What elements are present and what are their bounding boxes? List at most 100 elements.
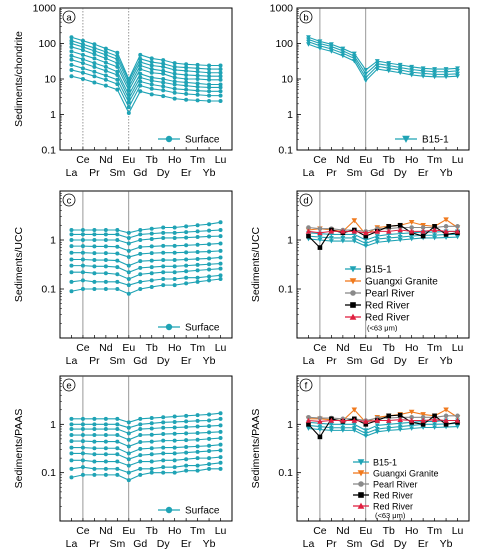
data-point [103, 244, 108, 249]
data-point [184, 97, 189, 102]
data-point [329, 42, 334, 47]
data-point [69, 38, 74, 43]
data-point [92, 74, 97, 79]
data-point [161, 235, 166, 240]
data-point [126, 111, 131, 116]
data-point [138, 265, 143, 270]
data-point [103, 238, 108, 242]
x-element-label: Pr [326, 355, 337, 367]
legend-label: Surface [185, 506, 220, 517]
legend-marker [165, 506, 173, 514]
data-point [138, 287, 143, 291]
panel-f: 0.1 1 Sediments/PAAS Ce Nd Eu Tb Ho Tm Lu La Pr Sm Gd… [250, 375, 470, 550]
data-point [115, 64, 120, 69]
series-line [308, 419, 458, 422]
data-point [172, 258, 177, 263]
data-point [432, 235, 437, 241]
legend-label: Guangxi Granite [373, 469, 439, 479]
data-point [207, 82, 212, 87]
data-point [184, 419, 189, 424]
x-element-label: Lu [215, 154, 227, 166]
data-point [80, 257, 85, 262]
data-point [172, 270, 177, 275]
data-point [397, 235, 403, 240]
data-point [69, 416, 74, 421]
data-point [149, 92, 154, 97]
data-point [363, 233, 369, 239]
data-point [103, 68, 108, 73]
y-tick-label: 1000 [270, 3, 294, 15]
x-element-label: Er [181, 167, 192, 179]
data-point [329, 49, 334, 54]
data-point [207, 456, 212, 461]
legend-marker [357, 470, 365, 477]
x-element-label: Tb [383, 525, 395, 537]
data-point [184, 235, 189, 240]
data-point [92, 459, 97, 464]
x-element-label: Ce [76, 525, 90, 537]
data-point [172, 79, 177, 84]
data-point [172, 75, 177, 80]
data-point [103, 60, 108, 65]
data-point [149, 446, 154, 451]
data-point [374, 67, 380, 72]
legend-label: B15-1 [422, 135, 449, 146]
data-point [374, 427, 380, 432]
data-point [80, 57, 85, 62]
legend-sublabel: (<63 μm) [375, 511, 406, 520]
data-point [397, 65, 403, 70]
legend-label: B15-1 [365, 265, 392, 276]
data-point [69, 62, 74, 67]
data-point [386, 63, 392, 68]
x-element-label: Ce [76, 342, 90, 354]
data-point [149, 432, 154, 437]
data-point [149, 470, 154, 475]
data-point [92, 42, 97, 47]
x-element-label: Ce [313, 154, 327, 166]
data-point [397, 424, 403, 429]
data-point [69, 227, 74, 232]
x-element-label: Pr [326, 538, 337, 550]
data-point [184, 281, 189, 286]
data-point [69, 279, 74, 284]
data-point [80, 77, 85, 81]
data-point [126, 283, 131, 288]
data-point [195, 235, 200, 240]
data-point [184, 224, 189, 229]
data-point [103, 83, 108, 88]
data-point [138, 238, 143, 242]
data-point [103, 446, 108, 451]
data-point [92, 45, 97, 50]
data-point [195, 468, 200, 473]
data-point [172, 470, 177, 475]
data-point [92, 56, 97, 61]
data-point [172, 243, 177, 248]
x-element-label: Pr [326, 167, 337, 179]
data-point [92, 279, 97, 284]
data-point [172, 86, 177, 91]
data-point [184, 431, 189, 436]
data-point [161, 258, 166, 263]
data-point [317, 46, 323, 51]
data-point [420, 225, 426, 230]
x-element-label: Eu [359, 154, 372, 166]
data-point [184, 83, 189, 88]
data-point [432, 422, 437, 427]
data-point [184, 250, 189, 255]
data-point [195, 88, 200, 93]
data-point [420, 71, 426, 76]
legend-label: Red River [365, 313, 410, 324]
data-point [103, 49, 108, 54]
data-point [103, 466, 108, 471]
data-point [207, 99, 212, 104]
data-point [329, 239, 334, 244]
data-point [103, 439, 108, 444]
x-element-label: Eu [359, 342, 372, 354]
data-point [126, 105, 131, 110]
data-point [443, 407, 449, 413]
data-point [195, 456, 200, 461]
data-point [363, 238, 369, 243]
y-tick-label: 0.1 [278, 467, 293, 479]
data-point [409, 414, 414, 420]
y-tick-label: 1 [287, 419, 293, 431]
